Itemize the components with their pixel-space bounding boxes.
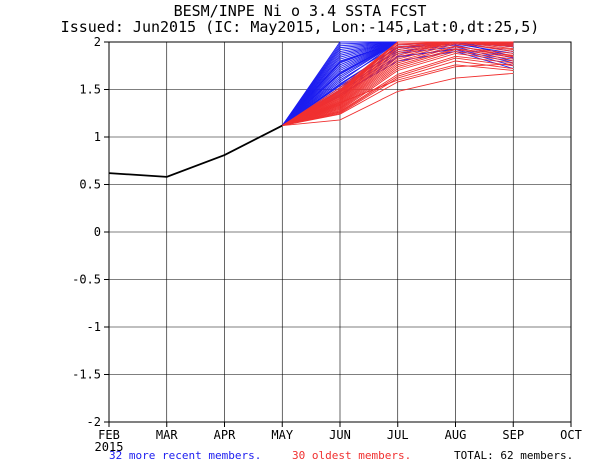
x-tick-label: MAR xyxy=(156,428,178,442)
y-tick-label: -1 xyxy=(87,320,101,334)
observed-line xyxy=(108,124,283,178)
x-tick-label: APR xyxy=(214,428,236,442)
y-tick-label: 1 xyxy=(94,130,101,144)
oldest-member-line xyxy=(282,45,514,127)
oldest-member-line xyxy=(282,60,514,127)
x-tick-label: AUG xyxy=(445,428,467,442)
x-tick-label: JUL xyxy=(387,428,409,442)
oldest-member-line xyxy=(282,41,514,126)
chart-title: BESM/INPE Ni o 3.4 SSTA FCST xyxy=(173,2,427,20)
legend-oldest: 30 oldest members. xyxy=(292,449,412,462)
y-tick-label: -2 xyxy=(87,415,101,429)
y-tick-label: -0.5 xyxy=(72,273,101,287)
oldest-member-line xyxy=(282,48,514,127)
y-tick-label: 1.5 xyxy=(79,83,101,97)
oldest-member-line xyxy=(282,57,514,127)
x-tick-label: FEB xyxy=(98,428,120,442)
oldest-member-line xyxy=(282,63,514,127)
oldest-member-line xyxy=(282,72,514,127)
legend-recent: 32 more recent members. xyxy=(109,449,262,462)
y-tick-label: 0.5 xyxy=(79,178,101,192)
oldest-member-line xyxy=(282,41,514,127)
oldest-member-line xyxy=(282,52,514,127)
y-tick-label: 2 xyxy=(94,35,101,49)
x-tick-label: MAY xyxy=(271,428,293,442)
oldest-member-line xyxy=(282,42,514,127)
oldest-member-line xyxy=(282,51,514,127)
y-tick-label: 0 xyxy=(94,225,101,239)
oldest-member-line xyxy=(282,55,514,127)
legend-total: TOTAL: 62 members. xyxy=(454,449,574,462)
y-tick-label: -1.5 xyxy=(72,368,101,382)
x-tick-label: OCT xyxy=(560,428,582,442)
chart-subtitle: Issued: Jun2015 (IC: May2015, Lon:-145,L… xyxy=(60,18,540,36)
x-year-label: 2015 xyxy=(95,440,124,454)
oldest-member-line xyxy=(282,49,514,127)
x-tick-label: JUN xyxy=(329,428,351,442)
oldest-member-line xyxy=(282,64,514,127)
x-tick-label: SEP xyxy=(502,428,524,442)
